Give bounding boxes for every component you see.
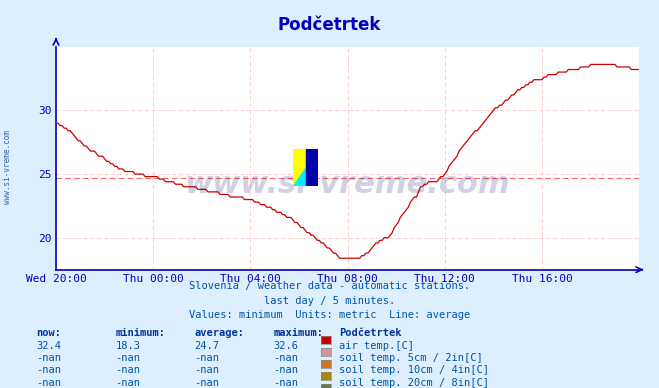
Text: -nan: -nan xyxy=(36,378,61,388)
Text: www.si-vreme.com: www.si-vreme.com xyxy=(185,170,511,199)
Text: Values: minimum  Units: metric  Line: average: Values: minimum Units: metric Line: aver… xyxy=(189,310,470,320)
Text: Podčetrtek: Podčetrtek xyxy=(339,328,402,338)
Text: soil temp. 5cm / 2in[C]: soil temp. 5cm / 2in[C] xyxy=(339,353,483,364)
Text: -nan: -nan xyxy=(36,353,61,364)
Polygon shape xyxy=(293,149,318,186)
Text: soil temp. 10cm / 4in[C]: soil temp. 10cm / 4in[C] xyxy=(339,365,490,376)
Text: 18.3: 18.3 xyxy=(115,341,140,352)
Text: -nan: -nan xyxy=(115,378,140,388)
Polygon shape xyxy=(293,149,318,186)
Text: now:: now: xyxy=(36,328,61,338)
Text: -nan: -nan xyxy=(115,365,140,376)
Text: Podčetrtek: Podčetrtek xyxy=(278,16,381,33)
Text: last day / 5 minutes.: last day / 5 minutes. xyxy=(264,296,395,306)
Polygon shape xyxy=(306,149,318,186)
Text: minimum:: minimum: xyxy=(115,328,165,338)
Text: maximum:: maximum: xyxy=(273,328,324,338)
Text: -nan: -nan xyxy=(273,353,299,364)
Text: -nan: -nan xyxy=(194,365,219,376)
Text: air temp.[C]: air temp.[C] xyxy=(339,341,415,352)
Text: www.si-vreme.com: www.si-vreme.com xyxy=(3,130,12,204)
Text: -nan: -nan xyxy=(273,378,299,388)
Text: 32.4: 32.4 xyxy=(36,341,61,352)
Text: -nan: -nan xyxy=(115,353,140,364)
Text: -nan: -nan xyxy=(194,353,219,364)
Text: 32.6: 32.6 xyxy=(273,341,299,352)
Text: -nan: -nan xyxy=(194,378,219,388)
Text: 24.7: 24.7 xyxy=(194,341,219,352)
Text: average:: average: xyxy=(194,328,244,338)
Text: -nan: -nan xyxy=(273,365,299,376)
Text: Slovenia / weather data - automatic stations.: Slovenia / weather data - automatic stat… xyxy=(189,281,470,291)
Text: -nan: -nan xyxy=(36,365,61,376)
Text: soil temp. 20cm / 8in[C]: soil temp. 20cm / 8in[C] xyxy=(339,378,490,388)
